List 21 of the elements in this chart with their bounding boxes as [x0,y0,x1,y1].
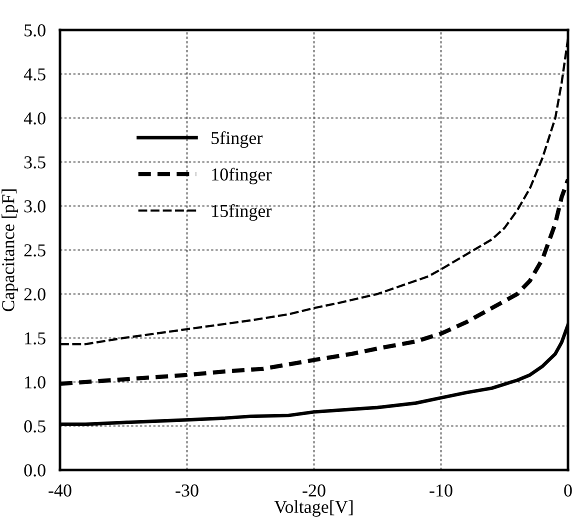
legend-label: 10finger [212,168,272,184]
legend-label: 15finger [212,204,272,221]
x-tick-label: -10 [430,484,452,497]
x-axis-title: Voltage[V] [274,500,353,517]
y-tick-label: 0.0 [24,464,46,477]
y-tick-label: 4.0 [24,112,46,125]
x-tick-label: -20 [302,484,326,497]
x-tick-label: -30 [176,484,198,497]
y-tick-label: 4.5 [24,68,46,81]
y-tick-label: 1.0 [25,376,46,389]
y-tick-label: 2.5 [24,244,46,257]
y-tick-label: 3.5 [24,156,46,169]
legend-label: 5finger [212,131,263,148]
x-tick-label: 0 [564,484,572,497]
x-tick-label: -40 [48,484,72,497]
y-tick-label: 2.0 [24,288,46,301]
y-tick-label: 3.0 [24,200,46,213]
y-tick-label: 0.5 [24,420,46,433]
y-axis-title: Capacitance [pF] [2,189,18,312]
y-tick-label: 5.0 [24,24,46,37]
y-tick-label: 1.5 [25,332,46,345]
